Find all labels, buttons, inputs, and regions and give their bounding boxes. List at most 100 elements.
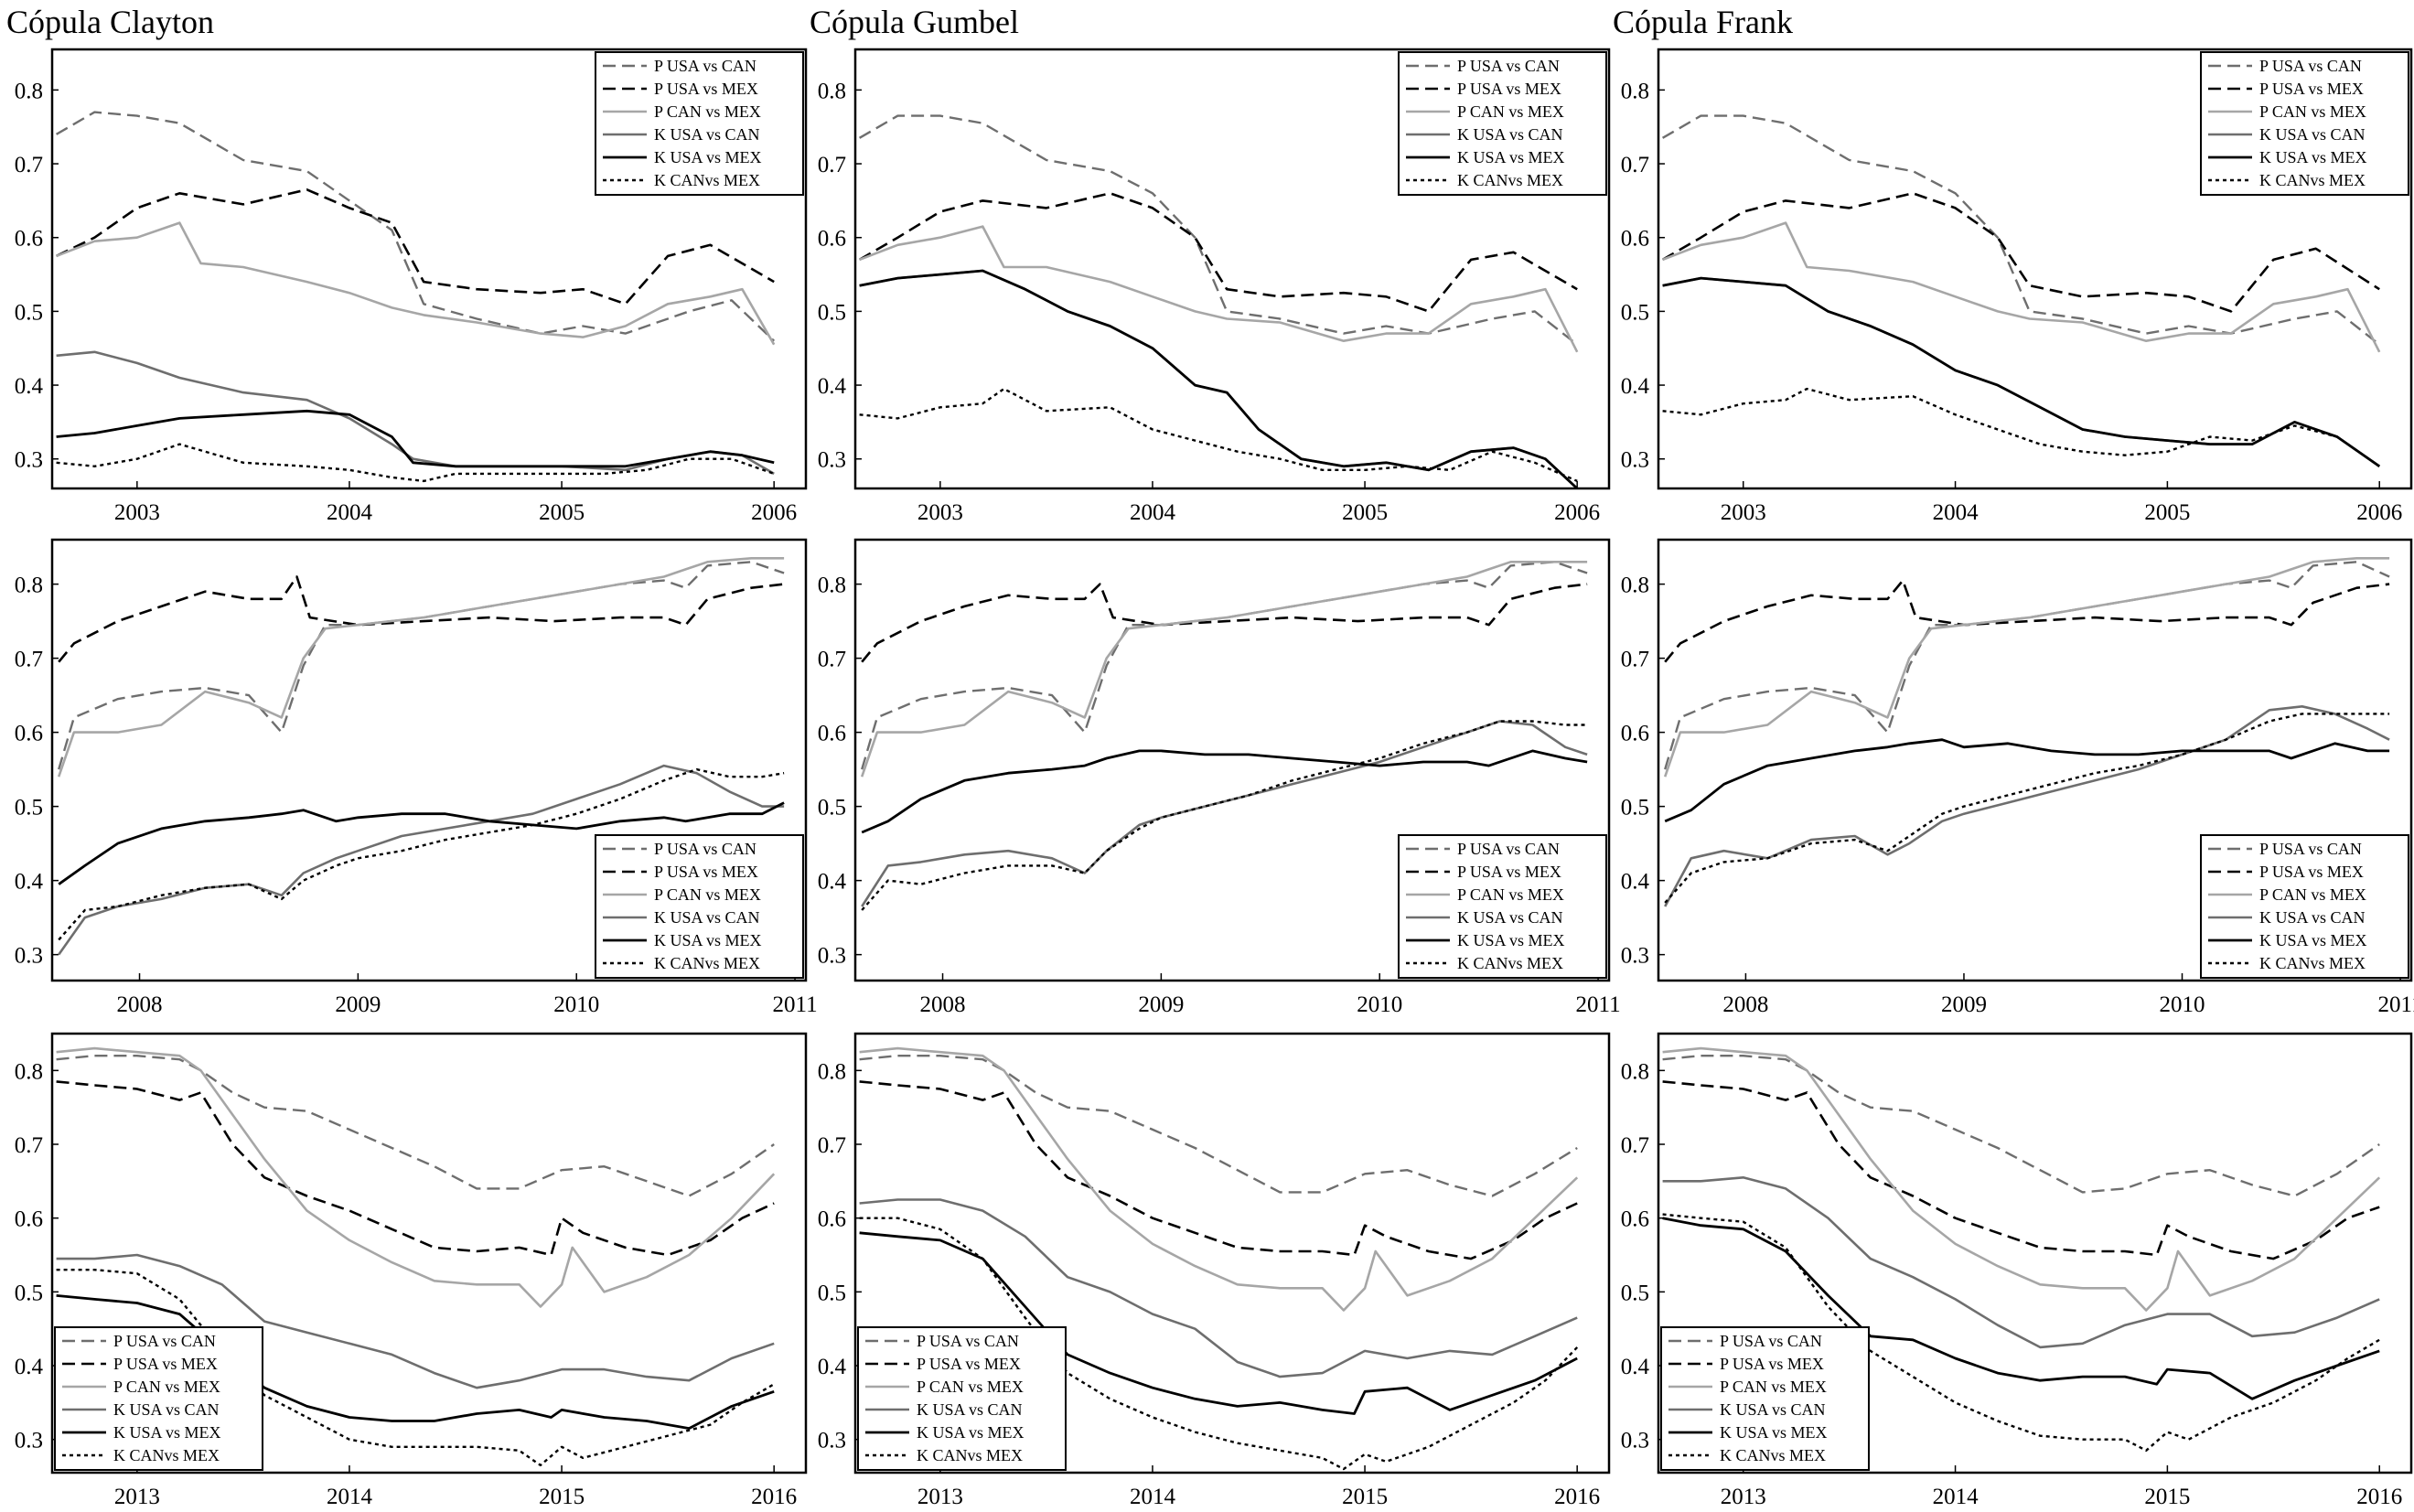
panel-title: Cópula Gumbel bbox=[810, 4, 1019, 40]
series-line-p-usa-vs-can bbox=[859, 1055, 1578, 1197]
series-line-p-can-vs-mex bbox=[1663, 557, 2390, 777]
y-tick-label: 0.4 bbox=[1621, 1355, 1650, 1379]
legend: P USA vs CAN P USA vs MEX P CAN vs MEX K US… bbox=[1398, 834, 1607, 979]
series-line-k-canvs-mex bbox=[1662, 1213, 2380, 1452]
plot-frame bbox=[50, 538, 808, 982]
legend-box bbox=[595, 51, 804, 196]
x-tick-label: 2010 bbox=[2160, 992, 2205, 1017]
chart-panel-3: Cópula Frank 0.3 0.4 0.5 0.6 0.7 0.8 2003 2004 20… bbox=[1613, 4, 2413, 525]
y-tick-label: 0.3 bbox=[1621, 1429, 1649, 1453]
legend-label: K CANvs MEX bbox=[1457, 171, 1563, 189]
y-tick-label: 0.3 bbox=[818, 448, 846, 473]
panel-title: Cópula Clayton bbox=[6, 4, 214, 40]
y-tick-label: 0.4 bbox=[1621, 374, 1650, 399]
series-lines bbox=[1661, 114, 2381, 467]
plot-frame bbox=[50, 1032, 808, 1474]
x-tick-label: 2015 bbox=[539, 1485, 585, 1509]
legend-box bbox=[1398, 834, 1607, 979]
legend: P USA vs CAN P USA vs MEX P CAN vs MEX K US… bbox=[1660, 1326, 1870, 1471]
x-tick-label: 2008 bbox=[1722, 992, 1768, 1017]
chart-panel-5: 0.3 0.4 0.5 0.6 0.7 0.8 2008 2009 2010 2011 P USA … bbox=[818, 538, 1621, 1017]
y-tick-label: 0.8 bbox=[15, 79, 43, 103]
legend: P USA vs CAN P USA vs MEX P CAN vs MEX K US… bbox=[54, 1326, 263, 1471]
y-tick-label: 0.4 bbox=[15, 374, 44, 399]
series-line-p-usa-vs-can bbox=[1662, 1055, 2380, 1197]
x-tick-label: 2010 bbox=[1357, 992, 1402, 1017]
y-tick-label: 0.4 bbox=[1621, 870, 1650, 895]
series-line-k-usa-vs-can bbox=[1662, 1176, 2380, 1349]
x-tick-label: 2014 bbox=[327, 1485, 373, 1509]
legend: P USA vs CAN P USA vs MEX P CAN vs MEX K US… bbox=[595, 834, 804, 979]
series-lines bbox=[56, 1046, 776, 1467]
x-tick-label: 2016 bbox=[1554, 1485, 1600, 1509]
series-line-k-usa-vs-can bbox=[56, 1253, 775, 1389]
plot-frame bbox=[1657, 1032, 2413, 1474]
legend-label: P USA vs MEX bbox=[1457, 863, 1561, 881]
legend-label: P USA vs CAN bbox=[1457, 57, 1560, 75]
x-tick-label: 2016 bbox=[2356, 1485, 2402, 1509]
plot-frame bbox=[50, 48, 808, 490]
y-tick-label: 0.6 bbox=[1621, 1207, 1649, 1232]
legend-box bbox=[1660, 1326, 1870, 1471]
series-line-k-usa-vs-mex bbox=[56, 1294, 775, 1430]
y-tick-label: 0.4 bbox=[15, 1355, 44, 1379]
chart-panel-4: 0.3 0.4 0.5 0.6 0.7 0.8 2008 2009 2010 2011 P USA … bbox=[15, 538, 818, 1017]
x-tick-label: 2004 bbox=[1933, 500, 1979, 525]
series-lines bbox=[860, 561, 1588, 911]
series-line-k-canvs-mex bbox=[861, 720, 1588, 911]
legend-label: K USA vs MEX bbox=[2259, 931, 2367, 949]
y-tick-label: 0.6 bbox=[15, 227, 43, 252]
legend-label: K CANvs MEX bbox=[1457, 954, 1563, 972]
x-tick-label: 2014 bbox=[1130, 1485, 1176, 1509]
legend-label: P CAN vs MEX bbox=[2259, 102, 2366, 121]
x-tick-label: 2008 bbox=[117, 992, 163, 1017]
legend-box bbox=[2200, 834, 2409, 979]
legend: P USA vs CAN P USA vs MEX P CAN vs MEX K US… bbox=[2200, 834, 2409, 979]
y-tick-label: 0.5 bbox=[818, 1281, 846, 1305]
y-tick-label: 0.5 bbox=[15, 1281, 43, 1305]
legend-label: K CANvs MEX bbox=[2259, 954, 2366, 972]
legend-label: K USA vs MEX bbox=[1457, 148, 1565, 166]
series-lines bbox=[1662, 1046, 2381, 1452]
legend-label: P CAN vs MEX bbox=[113, 1378, 220, 1396]
series-line-p-usa-vs-mex bbox=[1662, 1080, 2380, 1260]
series-line-k-usa-vs-mex bbox=[859, 269, 1579, 488]
y-tick-label: 0.6 bbox=[818, 227, 846, 252]
y-tick-label: 0.3 bbox=[1621, 944, 1649, 969]
legend-box bbox=[54, 1326, 263, 1471]
series-line-p-usa-vs-mex bbox=[56, 188, 775, 306]
x-tick-label: 2009 bbox=[1941, 992, 1987, 1017]
series-line-k-usa-vs-mex bbox=[1662, 276, 2381, 467]
y-tick-label: 0.3 bbox=[818, 1429, 846, 1453]
x-tick-label: 2006 bbox=[751, 500, 797, 525]
legend-label: K CANvs MEX bbox=[654, 171, 760, 189]
series-line-p-can-vs-mex bbox=[1662, 1046, 2381, 1312]
series-line-p-usa-vs-can bbox=[56, 1055, 775, 1197]
y-tick-label: 0.7 bbox=[1621, 648, 1649, 672]
y-tick-label: 0.6 bbox=[818, 722, 846, 746]
legend-label: K USA vs CAN bbox=[654, 125, 760, 144]
series-line-p-can-vs-mex bbox=[859, 1046, 1579, 1312]
y-tick-label: 0.7 bbox=[818, 1133, 846, 1158]
legend-label: K USA vs MEX bbox=[917, 1423, 1025, 1442]
y-tick-label: 0.3 bbox=[15, 944, 43, 969]
legend-label: K USA vs MEX bbox=[113, 1423, 221, 1442]
x-tick-label: 2008 bbox=[920, 992, 966, 1017]
x-tick-label: 2006 bbox=[2356, 500, 2402, 525]
plot-frame bbox=[853, 538, 1611, 982]
y-tick-label: 0.4 bbox=[15, 870, 44, 895]
legend-label: K USA vs CAN bbox=[1720, 1400, 1826, 1419]
y-tick-label: 0.8 bbox=[818, 79, 846, 103]
series-line-p-can-vs-mex bbox=[57, 557, 785, 777]
y-tick-label: 0.3 bbox=[15, 448, 43, 473]
y-tick-label: 0.8 bbox=[1621, 79, 1649, 103]
legend-label: P CAN vs MEX bbox=[1720, 1378, 1827, 1396]
series-lines bbox=[858, 114, 1579, 488]
chart-panel-9: 0.3 0.4 0.5 0.6 0.7 0.8 2013 2014 2015 2016 P USA … bbox=[1621, 1032, 2413, 1509]
y-tick-label: 0.5 bbox=[818, 300, 846, 325]
legend-box bbox=[1398, 51, 1607, 196]
y-tick-label: 0.8 bbox=[818, 574, 846, 598]
x-tick-label: 2015 bbox=[1342, 1485, 1388, 1509]
legend-label: P USA vs CAN bbox=[654, 840, 756, 858]
legend-label: K CANvs MEX bbox=[2259, 171, 2366, 189]
